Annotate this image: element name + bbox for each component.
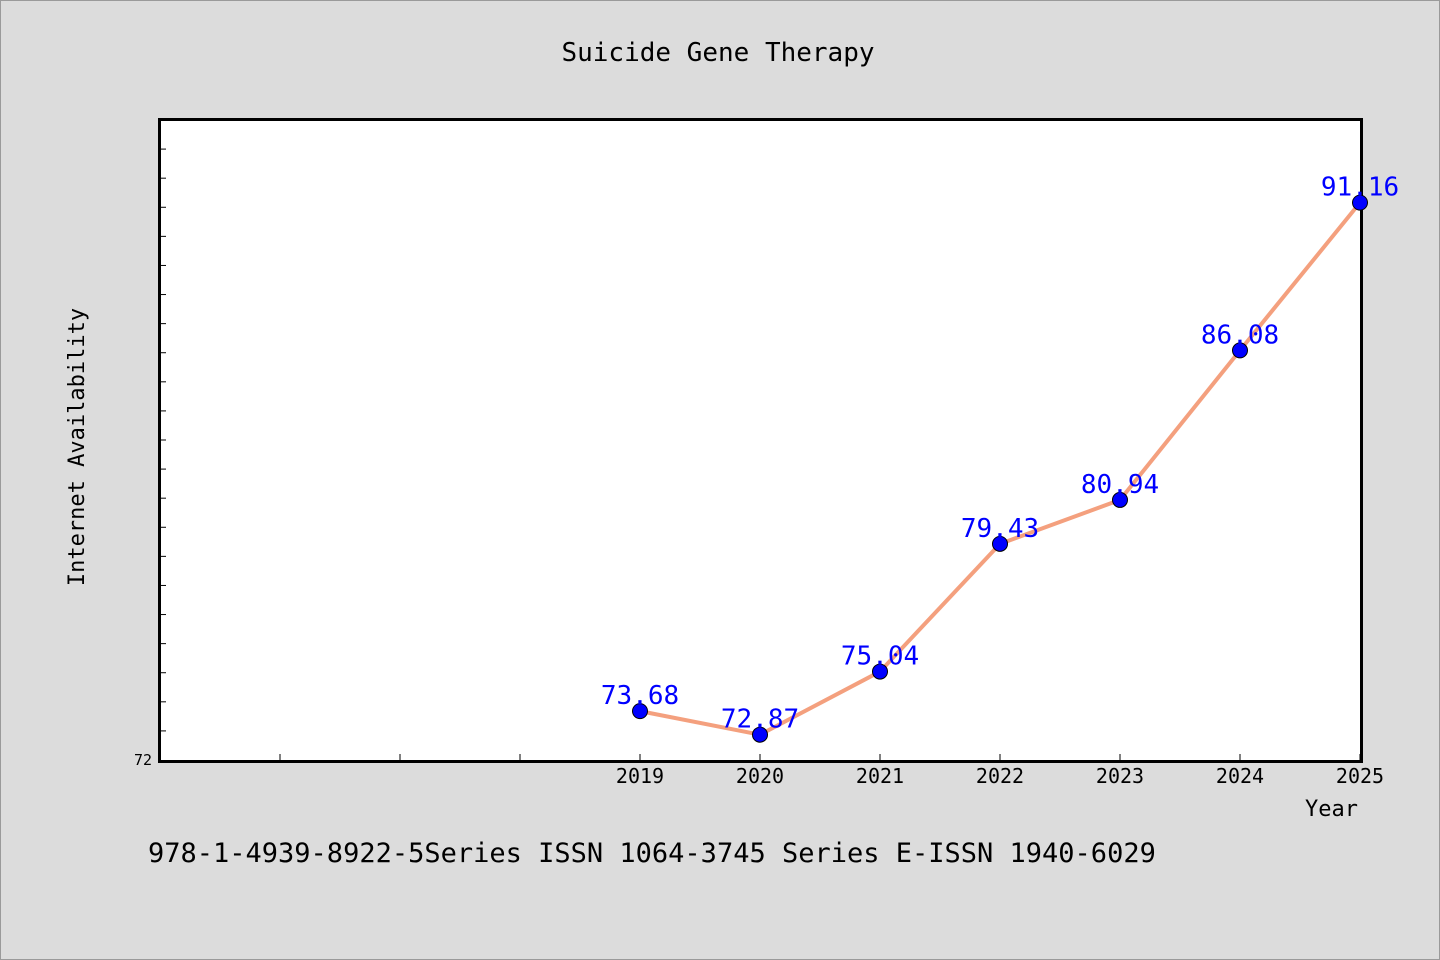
x-tick-label: 2025 <box>1336 764 1384 788</box>
x-tick-label: 2019 <box>616 764 664 788</box>
data-point <box>992 535 1008 552</box>
x-tick-labels: 2019 2020 2021 2022 2023 2024 2025 <box>616 764 1384 788</box>
chart-title: Suicide Gene Therapy <box>561 38 874 68</box>
x-axis-ticks <box>279 754 1361 760</box>
data-point <box>752 726 768 743</box>
plot-area <box>158 118 1363 763</box>
y-tick-label-min: 72 <box>134 751 152 769</box>
data-point <box>1112 491 1128 508</box>
data-point <box>1232 342 1248 359</box>
data-point <box>872 663 888 680</box>
x-tick-label: 2020 <box>736 764 784 788</box>
x-axis-label: Year <box>1305 797 1358 822</box>
data-label: 86.08 <box>1201 320 1279 350</box>
x-tick-label: 2021 <box>856 764 904 788</box>
data-label: 80.94 <box>1081 470 1159 500</box>
x-tick-label: 2024 <box>1216 764 1264 788</box>
data-markers <box>632 194 1368 743</box>
data-label: 75.04 <box>841 642 919 672</box>
data-point <box>632 703 648 720</box>
data-label: 73.68 <box>601 681 679 711</box>
y-axis-ticks <box>160 148 166 732</box>
data-point <box>1352 194 1368 211</box>
data-label: 72.87 <box>721 705 799 735</box>
data-label: 79.43 <box>961 514 1039 544</box>
x-tick-label: 2023 <box>1096 764 1144 788</box>
footer-isbn-text: 978-1-4939-8922-5Series ISSN 1064-3745 S… <box>148 838 1156 869</box>
y-axis-label: Internet Availability <box>65 308 90 586</box>
data-label: 91.16 <box>1321 173 1399 203</box>
x-tick-label: 2022 <box>976 764 1024 788</box>
data-labels: 73.68 72.87 75.04 79.43 80.94 86.08 91.16 <box>601 173 1399 735</box>
